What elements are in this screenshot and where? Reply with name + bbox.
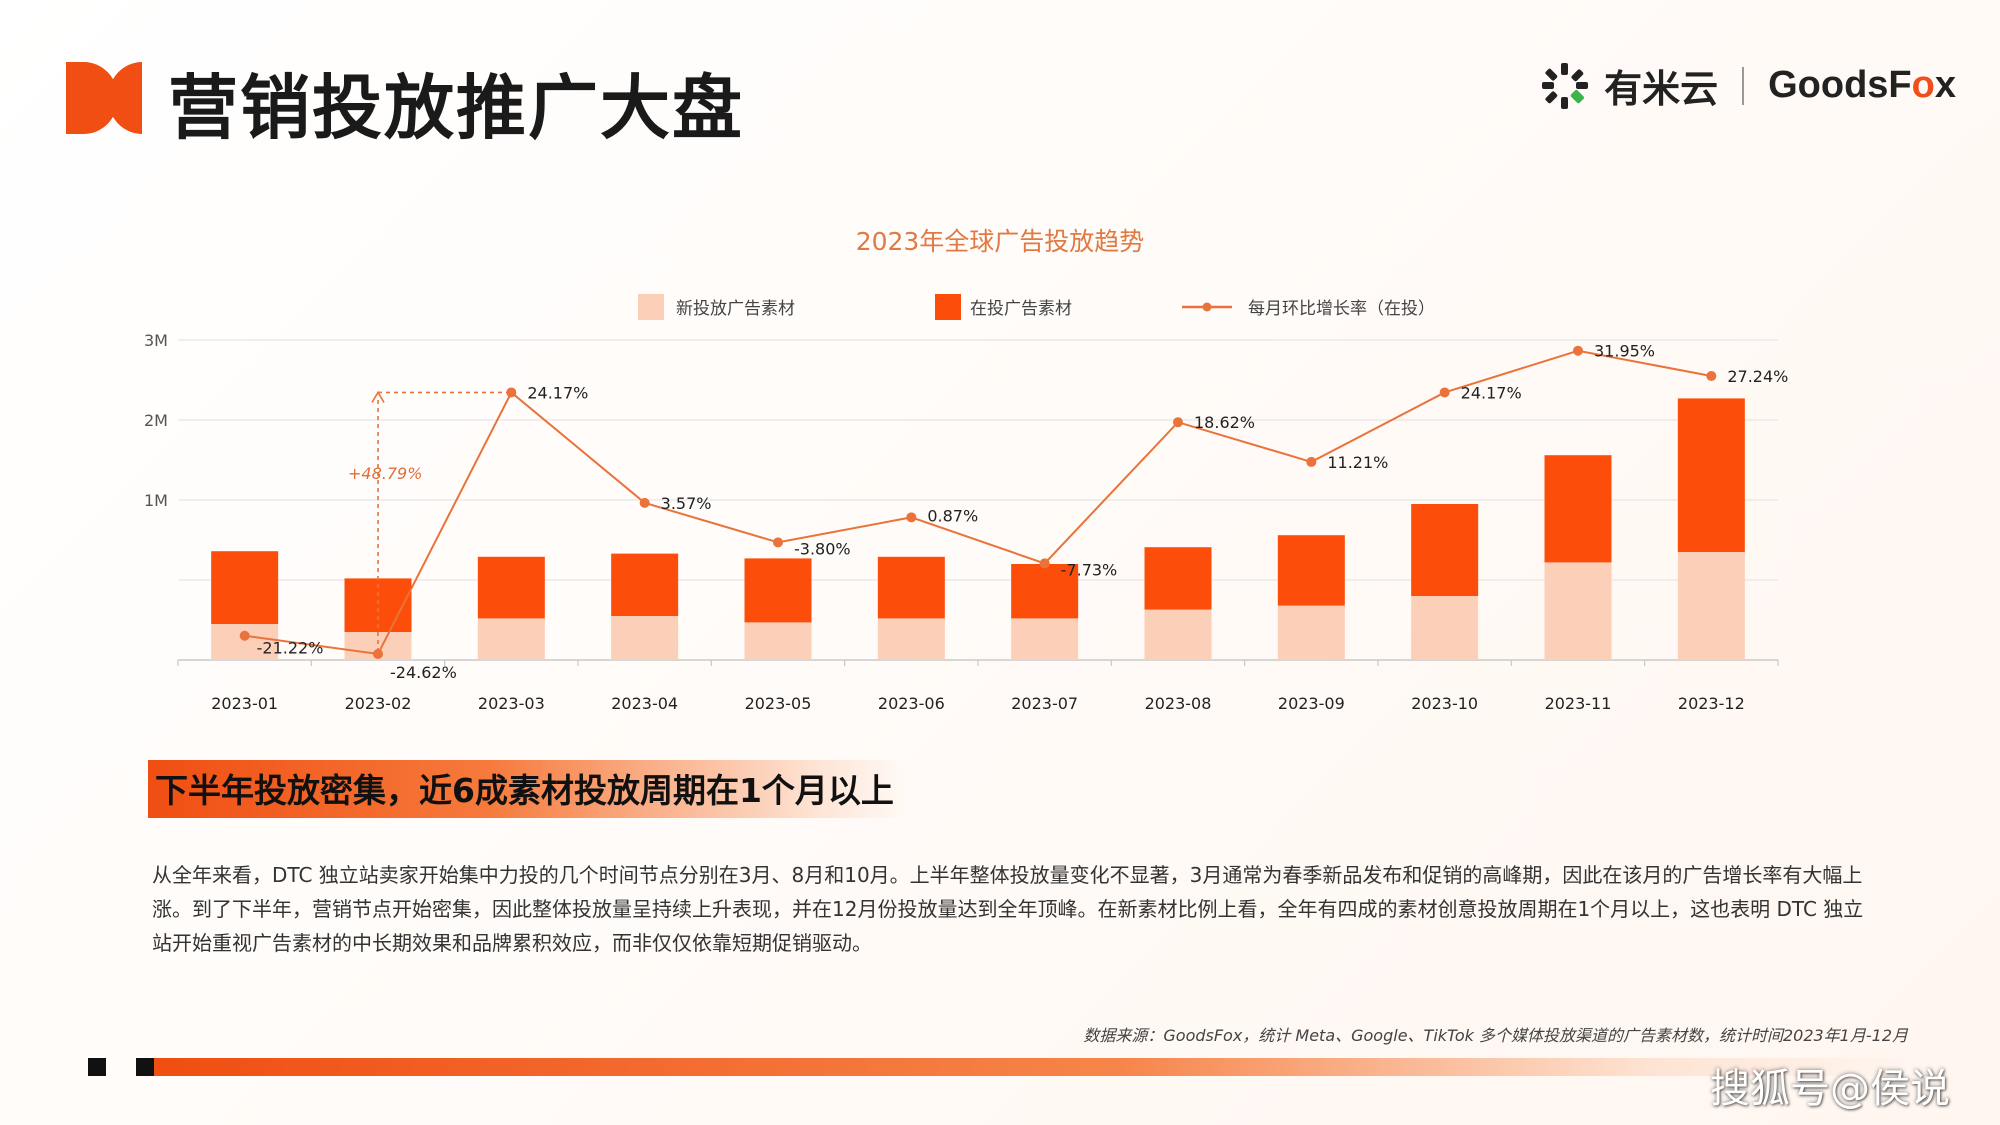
annotation-arrow	[371, 390, 385, 403]
growth-rate-point	[1306, 456, 1317, 467]
callout-text: 下半年投放密集，近6成素材投放周期在1个月以上	[155, 771, 894, 810]
brand-logo: 有米云 GoodsFox	[1540, 58, 1956, 113]
footer-square	[136, 1058, 154, 1076]
x-tick-label: 2023-02	[345, 694, 412, 713]
bar-active-2023-03	[477, 556, 545, 619]
x-tick-label: 2023-01	[211, 694, 278, 713]
data-source-note: 数据来源：GoodsFox，统计 Meta、Google、TikTok 多个媒体…	[1083, 1026, 1908, 1045]
page-title: 营销投放推广大盘	[168, 67, 744, 149]
x-tick-label: 2023-11	[1545, 694, 1612, 713]
growth-rate-label: 11.21%	[1327, 453, 1388, 472]
chart-title: 2023年全球广告投放趋势	[855, 227, 1145, 256]
growth-rate-label: 0.87%	[927, 506, 978, 525]
bar-active-2023-08	[1144, 547, 1212, 610]
footer-square	[88, 1058, 106, 1076]
legend: 新投放广告素材 在投广告素材 每月环比增长率（在投）	[638, 294, 1435, 320]
x-tick-label: 2023-03	[478, 694, 545, 713]
growth-rate-point	[773, 537, 783, 548]
legend-swatch-new	[638, 294, 664, 320]
watermark: 搜狐号@侯说	[1710, 1066, 1950, 1112]
growth-rate-point	[1039, 558, 1050, 569]
logo-mark-icon	[66, 62, 142, 134]
x-tick-label: 2023-08	[1145, 694, 1212, 713]
bar-active-2023-05	[744, 558, 812, 623]
trend-chart: 新投放广告素材 在投广告素材 每月环比增长率（在投） 1M 2M 3M +48.79…	[144, 294, 1788, 713]
legend-label-rate: 每月环比增长率（在投）	[1248, 299, 1435, 319]
bar-new-2023-11	[1544, 562, 1612, 660]
x-tick-label: 2023-12	[1678, 694, 1745, 713]
bar-new-2023-08	[1144, 609, 1212, 660]
bar-new-2023-04	[611, 616, 679, 660]
growth-rate-point	[239, 630, 250, 641]
growth-rate-label: -24.62%	[390, 663, 457, 682]
x-tick-label: 2023-05	[745, 694, 812, 713]
y-tick-label: 1M	[144, 491, 168, 510]
growth-rate-line	[244, 349, 1712, 656]
growth-rate-label: 24.17%	[1461, 383, 1522, 402]
growth-rate-point	[506, 387, 517, 398]
y-tick-label: 2M	[144, 411, 168, 430]
bar-active-2023-12	[1677, 398, 1745, 552]
bar-active-2023-07	[1011, 564, 1079, 619]
bar-new-2023-03	[477, 618, 545, 660]
growth-rate-point	[1439, 387, 1450, 398]
bar-active-2023-01	[211, 551, 279, 624]
brand-divider	[1742, 66, 1745, 105]
x-tick-label: 2023-06	[878, 694, 945, 713]
brand-name-en: GoodsFox	[1768, 64, 1956, 106]
footer-gradient-bar	[154, 1058, 1914, 1076]
growth-rate-point	[1173, 417, 1183, 428]
growth-rate-point	[373, 648, 383, 659]
growth-rate-point	[1706, 370, 1717, 381]
bar-new-2023-09	[1277, 605, 1345, 660]
legend-label-active: 在投广告素材	[970, 299, 1072, 319]
growth-rate-label: 3.57%	[661, 494, 712, 513]
brand-name-cn: 有米云	[1604, 67, 1719, 111]
bar-new-2023-05	[744, 622, 812, 660]
x-tick-label: 2023-07	[1011, 694, 1078, 713]
bar-new-2023-10	[1411, 596, 1479, 660]
x-tick-label: 2023-09	[1278, 694, 1345, 713]
bar-active-2023-11	[1544, 455, 1612, 563]
growth-rate-label: 18.62%	[1194, 413, 1255, 432]
y-tick-label: 3M	[144, 331, 168, 350]
bar-new-2023-06	[877, 618, 945, 660]
bar-new-2023-12	[1677, 552, 1745, 660]
annotation-label: +48.79%	[348, 464, 422, 483]
growth-rate-point	[906, 512, 917, 523]
bar-new-2023-07	[1011, 618, 1079, 660]
body-paragraph: 从全年来看，DTC 独立站卖家开始集中力投的几个时间节点分别在3月、8月和10月…	[152, 863, 1864, 955]
callout-banner	[148, 760, 908, 818]
growth-rate-label: -7.73%	[1061, 560, 1118, 579]
growth-rate-point	[639, 497, 650, 508]
youmi-logo-icon	[1542, 62, 1589, 109]
bar-active-2023-09	[1277, 535, 1345, 606]
x-tick-label: 2023-10	[1411, 694, 1478, 713]
bar-active-2023-10	[1411, 504, 1479, 596]
growth-rate-label: -21.22%	[257, 639, 324, 658]
bar-active-2023-06	[877, 556, 945, 619]
bar-active-2023-04	[611, 553, 679, 616]
growth-rate-label: 27.24%	[1727, 367, 1788, 386]
bar-new-2023-01	[211, 624, 279, 660]
legend-line-marker	[1202, 302, 1212, 312]
growth-rate-label: -3.80%	[794, 539, 851, 558]
growth-rate-label: 24.17%	[527, 383, 588, 402]
legend-swatch-active	[935, 294, 961, 320]
growth-rate-label: 31.95%	[1594, 342, 1655, 361]
growth-rate-point	[1573, 345, 1583, 356]
x-tick-label: 2023-04	[611, 694, 678, 713]
legend-label-new: 新投放广告素材	[676, 299, 795, 319]
